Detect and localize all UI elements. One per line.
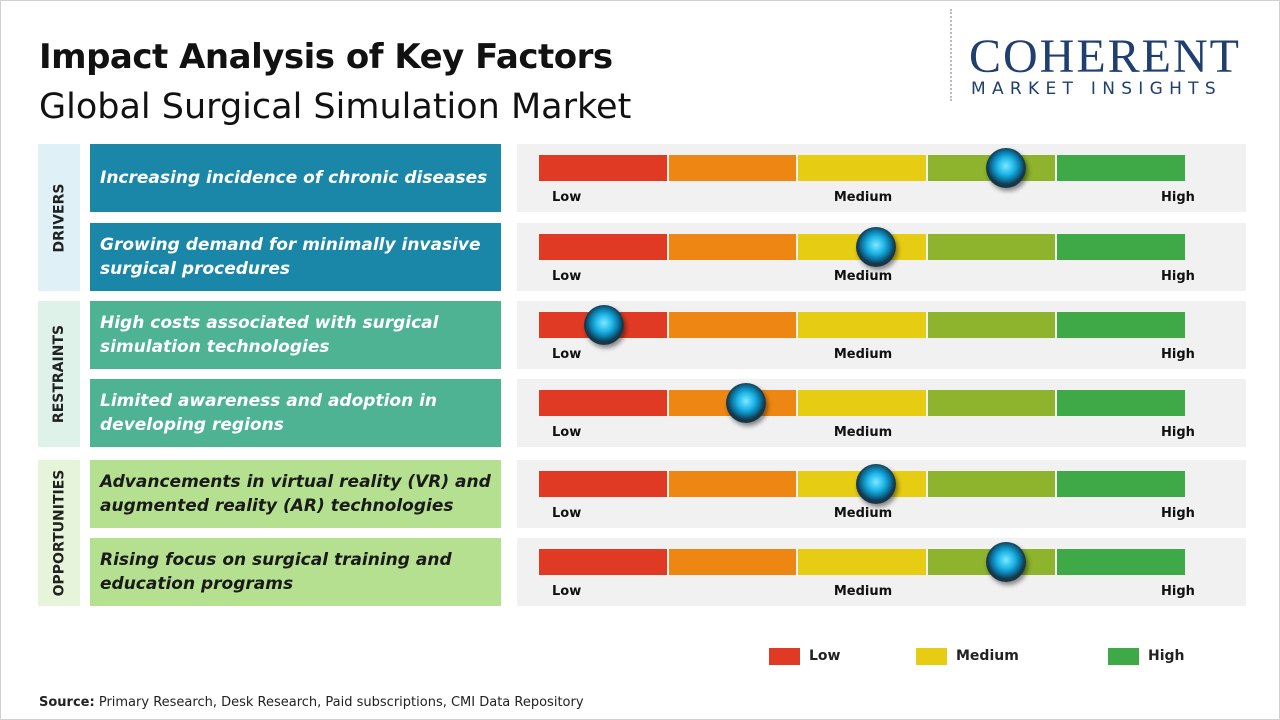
group-label: DRIVERS bbox=[51, 183, 67, 252]
scale-segment bbox=[668, 471, 797, 497]
scale-label: High bbox=[1161, 269, 1195, 284]
group-strip: RESTRAINTS bbox=[38, 301, 80, 447]
scale-segment bbox=[539, 155, 667, 181]
scale-label: Low bbox=[552, 425, 582, 440]
factor-text: Advancements in virtual reality (VR) and… bbox=[90, 460, 501, 528]
scale-segment bbox=[668, 312, 797, 338]
legend-swatch bbox=[1108, 648, 1139, 665]
scale-segment bbox=[1057, 155, 1185, 181]
scale-label: High bbox=[1161, 190, 1195, 205]
group-label: OPPORTUNITIES bbox=[51, 469, 68, 597]
scale-label: Low bbox=[552, 506, 582, 521]
scale-segment bbox=[927, 234, 1056, 260]
factor-text: Rising focus on surgical training and ed… bbox=[90, 538, 501, 606]
factor-text: Limited awareness and adoption in develo… bbox=[90, 379, 501, 447]
scale-label: High bbox=[1161, 584, 1195, 599]
impact-knob bbox=[855, 227, 896, 267]
impact-knob bbox=[855, 464, 896, 504]
scale-segment bbox=[1057, 312, 1185, 338]
scale-segment bbox=[1057, 549, 1185, 575]
logo-tagline: MARKET INSIGHTS bbox=[971, 79, 1222, 99]
scale-segment bbox=[668, 234, 797, 260]
group-label: RESTRAINTS bbox=[51, 324, 67, 424]
scale-label: Low bbox=[552, 347, 582, 362]
scale-segment bbox=[668, 155, 797, 181]
scale-segment bbox=[1057, 234, 1185, 260]
scale-segment bbox=[927, 312, 1056, 338]
scale-segment bbox=[798, 312, 926, 338]
factor-text: Increasing incidence of chronic diseases bbox=[90, 144, 501, 212]
scale-segment bbox=[539, 234, 667, 260]
scale-segment bbox=[1057, 471, 1185, 497]
scale-segment bbox=[798, 549, 926, 575]
logo-name: COHERENT bbox=[969, 30, 1241, 83]
scale-segment bbox=[927, 390, 1056, 416]
factor-text: High costs associated with surgical simu… bbox=[90, 301, 501, 369]
title: Impact Analysis of Key Factors bbox=[39, 37, 613, 77]
legend-label: High bbox=[1148, 648, 1185, 664]
scale-label: Medium bbox=[833, 269, 893, 284]
impact-knob bbox=[583, 305, 624, 345]
scale-segment bbox=[798, 390, 926, 416]
legend-swatch bbox=[769, 648, 800, 665]
legend-swatch bbox=[916, 648, 947, 665]
scale-label: Medium bbox=[833, 190, 893, 205]
impact-knob bbox=[985, 148, 1026, 188]
scale-label: Medium bbox=[833, 584, 893, 599]
group-strip: OPPORTUNITIES bbox=[38, 460, 80, 606]
scale-label: High bbox=[1161, 347, 1195, 362]
scale-segment bbox=[668, 549, 797, 575]
scale-label: Medium bbox=[833, 506, 893, 521]
scale-label: Medium bbox=[833, 425, 893, 440]
factor-text: Growing demand for minimally invasive su… bbox=[90, 223, 501, 291]
scale-segment bbox=[539, 471, 667, 497]
scale-segment bbox=[927, 471, 1056, 497]
divider bbox=[950, 9, 952, 101]
scale-label: High bbox=[1161, 425, 1195, 440]
scale-label: Low bbox=[552, 269, 582, 284]
scale-label: Low bbox=[552, 190, 582, 205]
legend-label: Medium bbox=[956, 648, 1019, 664]
source-label: Source: bbox=[39, 695, 95, 710]
group-strip: DRIVERS bbox=[38, 144, 80, 291]
scale-segment bbox=[798, 155, 926, 181]
scale-segment bbox=[1057, 390, 1185, 416]
legend-label: Low bbox=[809, 648, 841, 664]
scale-label: Low bbox=[552, 584, 582, 599]
impact-knob bbox=[985, 542, 1026, 582]
subtitle: Global Surgical Simulation Market bbox=[39, 87, 632, 127]
scale-label: Medium bbox=[833, 347, 893, 362]
source: Source: Primary Research, Desk Research,… bbox=[39, 695, 584, 710]
source-text: Primary Research, Desk Research, Paid su… bbox=[98, 695, 584, 710]
scale-segment bbox=[539, 549, 667, 575]
scale-label: High bbox=[1161, 506, 1195, 521]
impact-knob bbox=[726, 383, 767, 423]
scale-segment bbox=[539, 390, 667, 416]
